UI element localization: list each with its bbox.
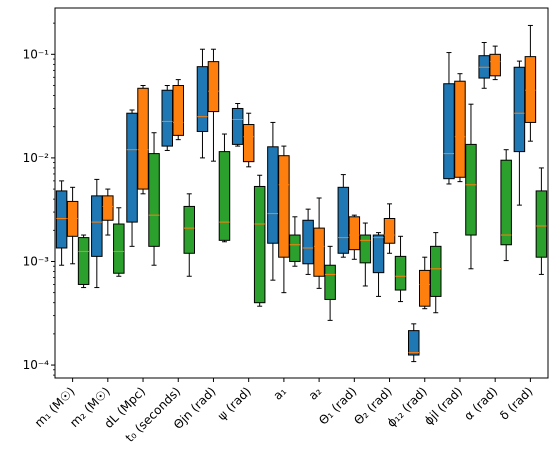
box-body [465,143,477,236]
box-body [489,53,501,77]
box-body [196,66,209,132]
x-tick-label: a₂ [306,384,325,403]
box-body [324,264,336,300]
box-body [535,190,548,258]
box-body [183,205,195,254]
box-3-6 [253,174,266,307]
box-2-4 [172,79,184,141]
box-body [253,185,266,304]
box-body [278,155,290,258]
box-body [443,83,455,180]
box-3-1 [77,234,90,289]
x-tick-label: ϕjl (rad) [421,384,465,428]
box-body [313,227,325,277]
box-2-9 [348,214,361,260]
box-body [161,89,173,147]
x-tick-label: α (rad) [461,384,500,423]
box-2-1 [66,186,79,265]
box-3-2 [113,207,125,277]
box-3-14 [535,167,548,275]
box-2-5 [207,48,220,162]
box-body [383,217,396,244]
box-2-7 [278,145,290,294]
box-1-9 [337,174,350,258]
box-body [77,237,90,285]
box-2-6 [242,112,255,168]
box-body [454,80,466,178]
y-tick-label: 10⁻³ [23,254,50,268]
box-body [148,153,160,247]
box-body [55,190,68,249]
box-body [91,195,103,257]
box-1-13 [478,42,490,89]
box-1-4 [161,84,173,151]
y-tick-label: 10⁻² [23,151,50,165]
box-1-11 [408,323,420,363]
box-3-5 [218,133,231,243]
box-1-10 [372,232,385,297]
box-body [359,234,372,264]
box-1-5 [196,48,209,159]
box-1-12 [443,52,455,185]
y-tick-label: 10⁻⁴ [23,358,50,372]
box-body [207,61,220,113]
box-2-3 [137,84,149,195]
box-body [267,146,279,244]
box-body [337,186,350,254]
box-1-7 [267,121,279,281]
box-2-13 [489,45,501,81]
box-1-3 [126,109,138,247]
box-1-2 [91,178,103,289]
box-body [302,219,314,265]
box-1-1 [55,180,68,266]
box-body [102,195,114,221]
plot-layer [55,24,548,363]
box-1-6 [231,103,244,147]
x-tick-label: δ (rad) [497,384,535,422]
box-body [419,269,431,307]
box-2-8 [313,197,325,289]
box-body [372,234,385,274]
box-3-3 [148,132,160,266]
box-body [218,151,231,241]
box-body [126,112,138,223]
box-body [172,84,184,136]
x-tick-label: Θ₁ (rad) [316,384,359,427]
box-body [231,107,244,145]
box-body [137,87,149,190]
box-body [408,330,420,356]
box-body [430,245,442,297]
box-body [500,159,512,246]
axes-frame [54,7,549,379]
y-tick-label: 10⁻¹ [23,47,50,61]
box-body [242,124,255,163]
box-3-9 [359,222,372,287]
box-3-12 [465,103,477,270]
box-2-12 [454,73,466,183]
box-3-4 [183,193,195,277]
box-1-8 [302,208,314,275]
x-tick-label: a₁ [271,384,290,403]
box-3-7 [289,216,301,267]
box-3-11 [430,232,442,314]
box-2-14 [524,24,537,142]
box-2-2 [102,188,114,236]
box-3-10 [394,235,407,303]
box-body [348,216,361,251]
box-3-13 [500,149,512,262]
box-body [524,56,537,123]
box-body [513,66,526,153]
box-1-14 [513,60,526,206]
box-body [289,234,301,262]
box-body [394,255,407,291]
x-tick-label: ψ (rad) [215,384,254,423]
box-3-8 [324,245,336,321]
box-body [113,223,125,274]
box-2-10 [383,203,396,254]
box-2-11 [419,256,431,310]
